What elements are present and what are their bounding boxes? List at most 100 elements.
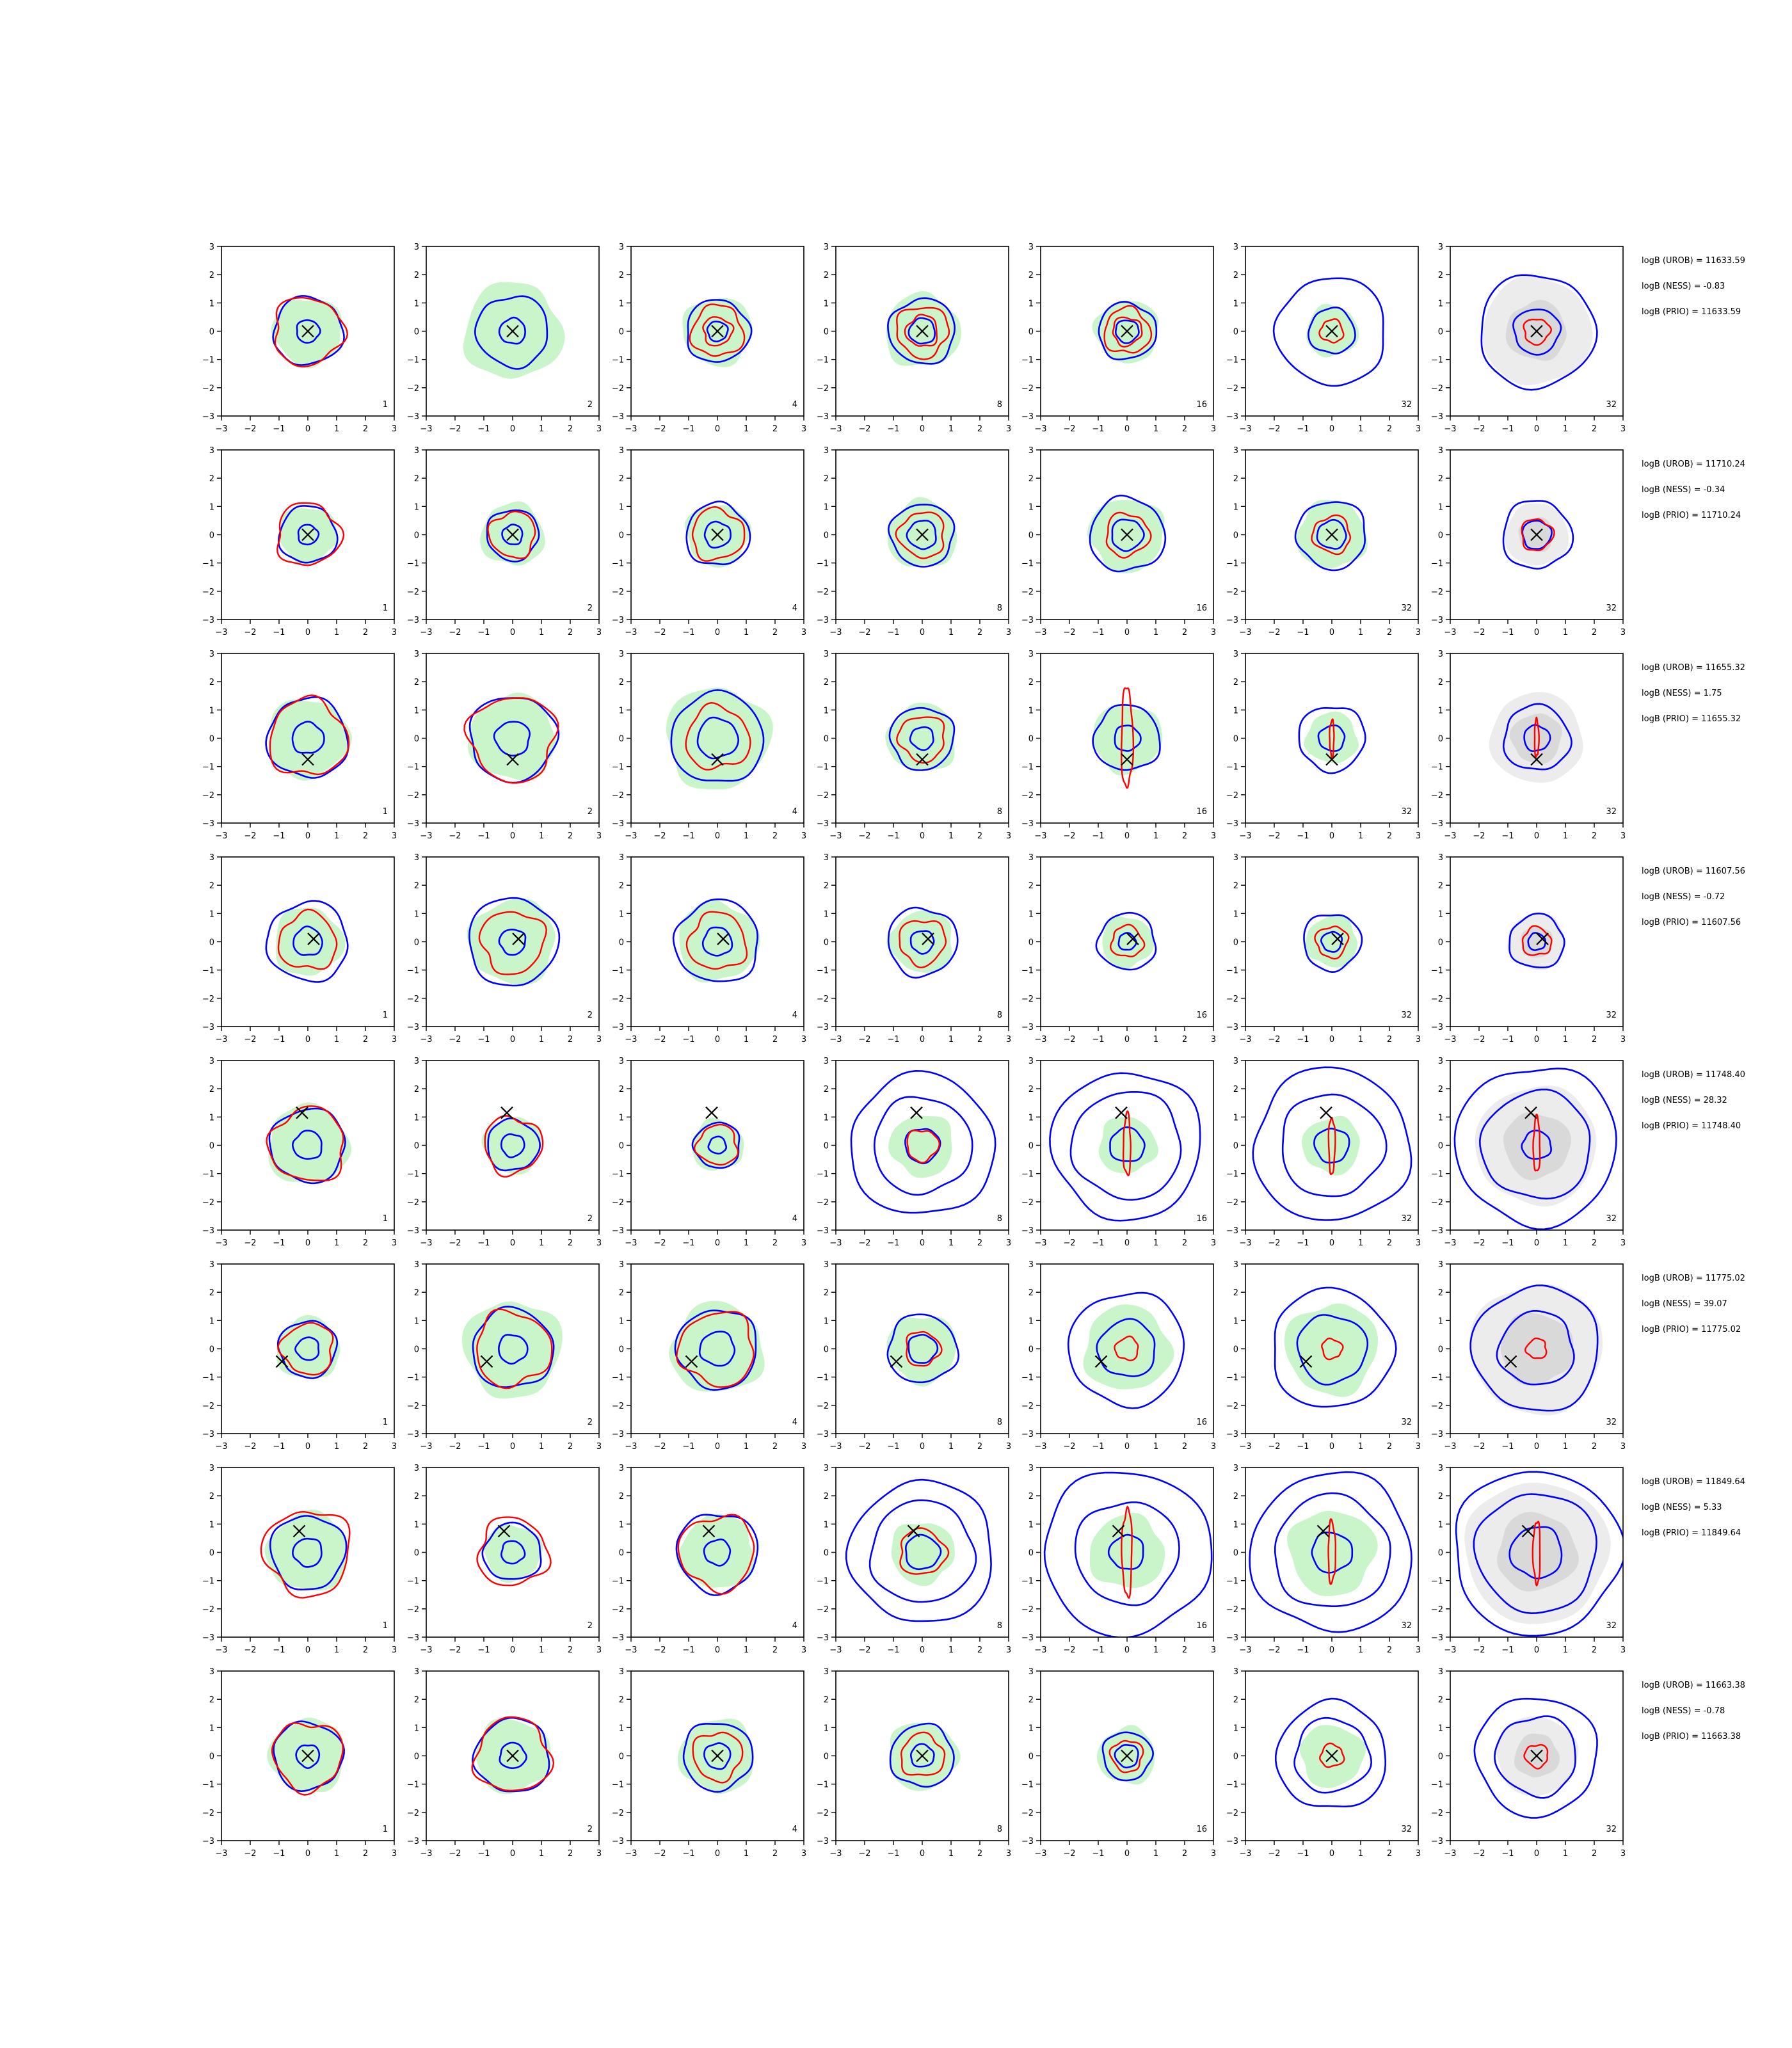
y-tick-label: −2 bbox=[202, 995, 214, 1004]
y-tick-label: −1 bbox=[1431, 1577, 1443, 1587]
blue-contour bbox=[499, 1741, 527, 1769]
y-tick-label: −1 bbox=[1431, 1170, 1443, 1180]
x-tick-label: −1 bbox=[1297, 1442, 1309, 1452]
panel-count-label: 4 bbox=[792, 1214, 797, 1224]
panel-r4-c6: −3−3 −2 −2 −1 −1 0 0 1 1 2 2 3 3 32 bbox=[1226, 853, 1421, 1044]
panel-count-label: 8 bbox=[997, 807, 1002, 817]
panel-r7-c7: −3−3 −2 −2 −1 −1 0 0 1 1 2 2 3 3 32 bbox=[1431, 1464, 1626, 1655]
x-tick-label: −1 bbox=[887, 831, 899, 841]
blue-contour bbox=[1252, 1066, 1412, 1221]
blue-contour bbox=[873, 1096, 973, 1196]
y-tick-label: 2 bbox=[824, 881, 829, 891]
x-tick-label: −3 bbox=[420, 424, 432, 434]
x-tick-label: 0 bbox=[1534, 1238, 1539, 1248]
y-tick-label: −2 bbox=[1431, 384, 1443, 394]
red-contour bbox=[895, 511, 945, 559]
prior-fill-inner bbox=[1520, 926, 1553, 958]
y-tick-label: 0 bbox=[1233, 1142, 1238, 1151]
x-tick-label: 2 bbox=[363, 424, 368, 434]
y-tick-label: 1 bbox=[824, 909, 829, 919]
x-tick-label: −3 bbox=[1444, 1238, 1456, 1248]
y-tick-label: 1 bbox=[209, 1724, 214, 1733]
panel-count-label: 32 bbox=[1401, 1214, 1412, 1224]
y-tick-label: 0 bbox=[1438, 1549, 1443, 1558]
x-tick-label: 0 bbox=[715, 424, 720, 434]
red-contour bbox=[484, 1115, 544, 1178]
y-tick-label: 2 bbox=[824, 1085, 829, 1094]
x-tick-label: 1 bbox=[1358, 1849, 1363, 1859]
x-tick-label: 0 bbox=[510, 1035, 515, 1044]
x-marker bbox=[1530, 753, 1543, 766]
y-tick-label: 0 bbox=[1233, 1345, 1238, 1355]
x-tick-label: −2 bbox=[858, 424, 870, 434]
panel-r1-c4: −3−3 −2 −2 −1 −1 0 0 1 1 2 2 3 3 8 bbox=[817, 243, 1011, 434]
red-contour bbox=[685, 911, 748, 970]
x-marker bbox=[1331, 932, 1344, 945]
y-tick-label: 2 bbox=[619, 474, 624, 484]
panel-plot-area bbox=[887, 497, 957, 568]
x-marker bbox=[711, 753, 724, 766]
x-tick-label: 0 bbox=[920, 1645, 925, 1655]
log-bayes-ness: logB (NESS) = -0.83 bbox=[1642, 282, 1725, 291]
y-tick-label: −3 bbox=[202, 616, 214, 625]
x-tick-label: 1 bbox=[1358, 1645, 1363, 1655]
x-tick-label: 3 bbox=[1416, 831, 1421, 841]
x-tick-label: 0 bbox=[1534, 1442, 1539, 1452]
y-tick-label: −2 bbox=[1021, 995, 1034, 1004]
y-tick-label: 0 bbox=[619, 1549, 624, 1558]
x-tick-label: −3 bbox=[625, 628, 637, 637]
x-tick-label: 2 bbox=[1387, 424, 1392, 434]
y-tick-label: −2 bbox=[407, 1198, 419, 1208]
x-tick-label: −3 bbox=[1034, 1849, 1046, 1859]
x-marker bbox=[506, 1749, 519, 1763]
blue-contour bbox=[1453, 1068, 1617, 1230]
x-tick-label: 1 bbox=[334, 1238, 339, 1248]
x-tick-label: 1 bbox=[744, 628, 749, 637]
panel-plot-area bbox=[1087, 494, 1167, 573]
x-tick-label: 0 bbox=[715, 1442, 720, 1452]
y-tick-label: 0 bbox=[1438, 735, 1443, 744]
y-tick-label: 0 bbox=[209, 938, 214, 948]
panel-plot-area bbox=[463, 692, 560, 784]
y-tick-label: 3 bbox=[414, 446, 419, 456]
red-contour bbox=[1524, 1337, 1548, 1359]
y-tick-label: −3 bbox=[817, 1837, 829, 1846]
x-tick-label: −1 bbox=[273, 628, 285, 637]
x-tick-label: 3 bbox=[801, 424, 806, 434]
y-tick-label: −2 bbox=[612, 1605, 624, 1615]
blue-contour bbox=[909, 726, 934, 751]
x-tick-label: 3 bbox=[392, 628, 397, 637]
x-marker bbox=[1325, 324, 1338, 338]
panel-r4-c1: −3−3 −2 −2 −1 −1 0 0 1 1 2 2 3 3 1 bbox=[202, 853, 397, 1044]
panel-r3-c6: −3−3 −2 −2 −1 −1 0 0 1 1 2 2 3 3 32 bbox=[1226, 650, 1421, 841]
x-tick-label: 2 bbox=[1592, 628, 1597, 637]
panel-count-label: 16 bbox=[1196, 604, 1207, 613]
y-tick-label: 1 bbox=[619, 1724, 624, 1733]
x-tick-label: 2 bbox=[363, 1849, 368, 1859]
y-tick-label: −3 bbox=[1431, 819, 1443, 829]
x-tick-label: 2 bbox=[772, 424, 778, 434]
y-tick-label: 0 bbox=[824, 328, 829, 337]
x-marker bbox=[685, 1355, 698, 1368]
panel-r3-c1: −3−3 −2 −2 −1 −1 0 0 1 1 2 2 3 3 1 bbox=[202, 650, 397, 841]
y-tick-label: 3 bbox=[824, 1464, 829, 1473]
panel-plot-area bbox=[1092, 687, 1163, 789]
y-tick-label: −2 bbox=[1021, 791, 1034, 801]
x-marker bbox=[711, 1749, 724, 1763]
y-tick-label: 2 bbox=[414, 271, 419, 280]
y-tick-label: 2 bbox=[1438, 1695, 1443, 1705]
blue-contour bbox=[1111, 518, 1145, 552]
x-marker bbox=[1320, 1106, 1332, 1119]
red-contour bbox=[900, 1731, 946, 1776]
x-tick-label: 1 bbox=[1563, 1849, 1568, 1859]
x-tick-label: 1 bbox=[1358, 424, 1363, 434]
blue-contour bbox=[1109, 1126, 1146, 1162]
x-tick-label: −1 bbox=[1297, 628, 1309, 637]
x-tick-label: −1 bbox=[1501, 1035, 1514, 1044]
x-tick-label: −1 bbox=[477, 628, 490, 637]
y-tick-label: −2 bbox=[202, 384, 214, 394]
y-tick-label: 3 bbox=[414, 243, 419, 252]
y-tick-label: 1 bbox=[414, 706, 419, 716]
y-tick-label: −3 bbox=[202, 1430, 214, 1439]
log-bayes-ness: logB (NESS) = -0.78 bbox=[1642, 1706, 1725, 1716]
